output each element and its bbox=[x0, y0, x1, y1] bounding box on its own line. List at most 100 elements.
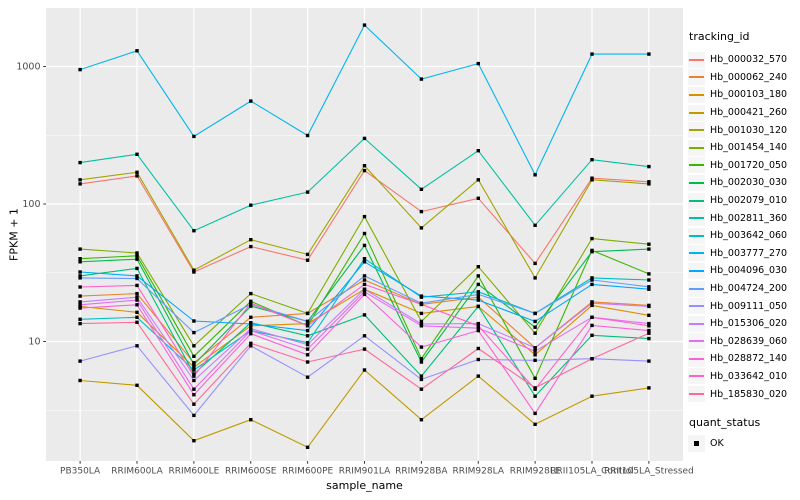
y-tick-label: 10 bbox=[28, 337, 40, 348]
data-point-Hb_185830_020 bbox=[78, 321, 82, 326]
data-point-Hb_001720_050 bbox=[249, 299, 253, 303]
data-point-Hb_004096_030 bbox=[590, 282, 594, 287]
x-tick-label: RRIM928LE bbox=[510, 467, 561, 477]
data-point-Hb_001030_120 bbox=[135, 170, 139, 174]
data-point-Hb_015306_020 bbox=[647, 304, 651, 309]
data-point-Hb_028872_140 bbox=[419, 345, 424, 349]
data-point-Hb_002811_360 bbox=[590, 158, 594, 162]
data-point-Hb_000032_570 bbox=[533, 261, 537, 266]
legend: tracking_id Hb_000032_570 Hb_000062_240 Hb… bbox=[688, 30, 800, 453]
data-point-Hb_000103_180 bbox=[533, 353, 537, 357]
data-point-Hb_004096_030 bbox=[476, 298, 480, 302]
legend-entry-label: Hb_028639_060 bbox=[710, 335, 788, 347]
data-point-Hb_003642_060 bbox=[476, 290, 480, 294]
data-point-Hb_028872_140 bbox=[78, 306, 82, 310]
data-point-Hb_028872_140 bbox=[249, 332, 253, 336]
data-point-Hb_000062_240 bbox=[135, 291, 139, 296]
data-point-Hb_001720_050 bbox=[419, 357, 424, 361]
data-point-Hb_002811_360 bbox=[362, 136, 367, 141]
legend-entry-Hb_002030_030: Hb_002030_030 bbox=[688, 174, 800, 192]
data-point-Hb_003777_270 bbox=[78, 67, 82, 72]
data-point-Hb_000032_570 bbox=[362, 168, 367, 173]
legend-key-swatch bbox=[688, 157, 705, 174]
data-point-Hb_000103_180 bbox=[192, 365, 196, 369]
data-point-Hb_003777_270 bbox=[590, 52, 594, 56]
legend-key-line-icon bbox=[689, 58, 704, 61]
data-point-Hb_003777_270 bbox=[192, 134, 196, 139]
legend-entry-Hb_002811_360: Hb_002811_360 bbox=[688, 209, 800, 227]
legend-entry-label: Hb_002030_030 bbox=[710, 177, 788, 189]
data-point-Hb_009111_050 bbox=[647, 359, 651, 363]
data-point-Hb_004096_030 bbox=[249, 322, 253, 326]
x-tick-label: RRIM928LA bbox=[453, 467, 505, 477]
legend-key-swatch bbox=[688, 139, 705, 156]
data-point-Hb_009111_050 bbox=[192, 413, 196, 418]
data-point-Hb_000032_570 bbox=[249, 244, 253, 249]
data-point-Hb_185830_020 bbox=[249, 341, 253, 345]
legend-key-swatch bbox=[688, 86, 705, 103]
data-point-Hb_002030_030 bbox=[647, 247, 651, 251]
data-point-Hb_185830_020 bbox=[362, 347, 367, 351]
data-point-Hb_028639_060 bbox=[362, 290, 367, 294]
data-point-Hb_004724_200 bbox=[362, 274, 367, 278]
x-tick-label: RRIM600LA bbox=[111, 467, 163, 477]
legend-entry-Hb_003777_270: Hb_003777_270 bbox=[688, 245, 800, 263]
data-point-Hb_004096_030 bbox=[135, 274, 139, 278]
x-tick-label: RRIM901LA bbox=[339, 467, 391, 477]
legend-entry-label: Hb_004096_030 bbox=[710, 265, 788, 277]
data-point-Hb_033642_010 bbox=[362, 282, 367, 287]
data-point-Hb_002079_010 bbox=[647, 336, 651, 341]
data-point-Hb_002079_010 bbox=[362, 313, 367, 317]
data-point-Hb_028639_060 bbox=[192, 387, 196, 391]
data-point-Hb_001454_140 bbox=[135, 251, 139, 255]
legend-entry-Hb_028639_060: Hb_028639_060 bbox=[688, 333, 800, 351]
data-point-Hb_009111_050 bbox=[476, 357, 480, 362]
data-point-Hb_003777_270 bbox=[249, 99, 253, 103]
data-point-Hb_001454_140 bbox=[362, 214, 367, 219]
data-point-Hb_001454_140 bbox=[419, 319, 424, 324]
legend-key-line-icon bbox=[689, 357, 704, 360]
data-point-Hb_001030_120 bbox=[249, 238, 253, 242]
y-tick-label: 100 bbox=[22, 199, 40, 210]
data-point-Hb_009111_050 bbox=[78, 359, 82, 363]
data-point-Hb_004724_200 bbox=[533, 311, 537, 316]
legend-title-tracking-id: tracking_id bbox=[689, 30, 750, 43]
data-point-Hb_004096_030 bbox=[533, 319, 537, 324]
data-point-Hb_000032_570 bbox=[647, 180, 651, 184]
y-tick-label: 1000 bbox=[16, 62, 40, 73]
data-point-Hb_000103_180 bbox=[590, 303, 594, 308]
legend-entry-label: Hb_185830_020 bbox=[710, 388, 788, 400]
data-point-Hb_009111_050 bbox=[249, 344, 253, 348]
data-point-Hb_004724_200 bbox=[476, 292, 480, 297]
data-point-Hb_002811_360 bbox=[419, 187, 424, 191]
data-point-Hb_185830_020 bbox=[590, 357, 594, 361]
data-point-Hb_028639_060 bbox=[249, 328, 253, 333]
legend-key-swatch bbox=[688, 122, 705, 139]
data-point-Hb_033642_010 bbox=[78, 285, 82, 289]
legend-entry-label: Hb_004724_200 bbox=[710, 283, 788, 295]
data-point-Hb_003642_060 bbox=[192, 368, 196, 372]
data-point-Hb_000421_260 bbox=[476, 374, 480, 378]
legend-key-swatch bbox=[688, 69, 705, 86]
data-point-Hb_001030_120 bbox=[78, 178, 82, 182]
data-point-Hb_033642_010 bbox=[647, 324, 651, 328]
legend-key-swatch bbox=[688, 210, 705, 227]
data-point-Hb_001720_050 bbox=[533, 376, 537, 380]
data-point-Hb_003642_060 bbox=[647, 278, 651, 282]
legend-key-line-icon bbox=[689, 305, 704, 308]
legend-entry-Hb_000103_180: Hb_000103_180 bbox=[688, 86, 800, 104]
data-point-Hb_001454_140 bbox=[476, 265, 480, 269]
data-point-Hb_001720_050 bbox=[362, 231, 367, 236]
data-point-Hb_001454_140 bbox=[590, 236, 594, 241]
data-point-Hb_033642_010 bbox=[590, 315, 594, 319]
data-point-Hb_001030_120 bbox=[305, 252, 310, 257]
legend-entry-quant-ok: OK bbox=[688, 435, 800, 453]
legend-entry-Hb_004096_030: Hb_004096_030 bbox=[688, 262, 800, 280]
data-point-Hb_004724_200 bbox=[192, 330, 196, 335]
data-point-Hb_015306_020 bbox=[533, 346, 537, 350]
legend-key-swatch bbox=[688, 280, 705, 297]
legend-title-quant-status: quant_status bbox=[689, 415, 761, 429]
data-point-Hb_015306_020 bbox=[476, 321, 480, 326]
legend-key-swatch bbox=[688, 192, 705, 209]
